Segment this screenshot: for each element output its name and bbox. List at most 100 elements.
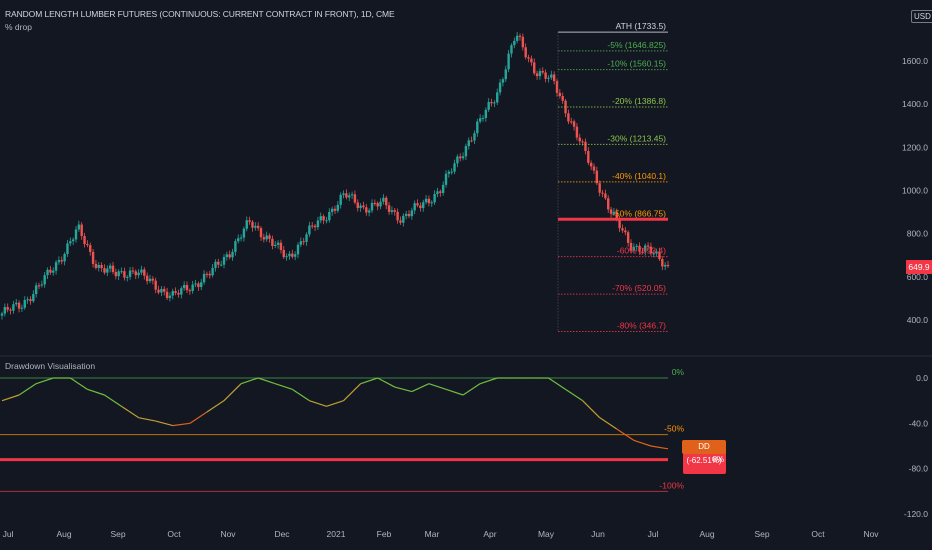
candle-body xyxy=(63,253,66,262)
candle-body xyxy=(222,257,226,265)
candle-body xyxy=(552,74,556,82)
drawdown-line-segment xyxy=(69,377,88,390)
candle-body xyxy=(202,273,206,283)
candle-body xyxy=(151,278,155,281)
candle-body xyxy=(325,220,328,222)
candle-body xyxy=(274,244,277,247)
drawdown-line-segment xyxy=(87,388,105,396)
candle-body xyxy=(111,265,115,272)
candle-body xyxy=(609,209,613,214)
candle-body xyxy=(239,237,243,239)
candle-body xyxy=(362,205,365,208)
x-tick-label: Aug xyxy=(56,529,71,539)
candle-body xyxy=(638,245,641,252)
candle-body xyxy=(177,292,180,295)
candle-body xyxy=(254,225,257,228)
candle-body xyxy=(607,198,610,210)
candle-body xyxy=(342,193,345,195)
candle-body xyxy=(140,269,143,273)
x-tick-label: Sep xyxy=(110,529,125,539)
candle-body xyxy=(399,220,402,223)
candle-body xyxy=(652,253,655,255)
candle-body xyxy=(666,264,670,267)
drop-level-label: -60% (693.4) xyxy=(617,246,666,256)
drawdown-line-segment xyxy=(377,377,396,388)
drawdown-line-segment xyxy=(479,377,498,385)
candle-body xyxy=(367,210,371,213)
candle-body xyxy=(157,289,160,293)
x-tick-label: Oct xyxy=(167,529,181,539)
x-tick-label: Sep xyxy=(754,529,769,539)
candle-body xyxy=(450,171,453,173)
candle-body xyxy=(339,194,342,205)
candle-body xyxy=(504,69,507,80)
drawdown-line-segment xyxy=(257,377,276,385)
candle-body xyxy=(621,228,624,231)
candle-body xyxy=(20,307,24,309)
candle-body xyxy=(180,288,183,295)
candle-body xyxy=(188,290,192,292)
candle-body xyxy=(26,299,29,301)
candle-body xyxy=(80,224,83,237)
drawdown-line-segment xyxy=(206,400,225,413)
candle-body xyxy=(117,271,120,277)
candle-body xyxy=(29,299,32,302)
candle-body xyxy=(77,224,81,230)
candle-body xyxy=(197,283,200,288)
candle-body xyxy=(348,195,351,198)
candle-body xyxy=(444,173,448,185)
candle-body xyxy=(108,265,112,269)
candle-body xyxy=(604,193,607,199)
candle-body xyxy=(194,283,197,285)
candle-body xyxy=(575,126,579,138)
candle-body xyxy=(0,313,4,316)
candle-body xyxy=(382,197,385,202)
candle-body xyxy=(350,194,354,196)
candle-body xyxy=(359,205,362,209)
candle-body xyxy=(467,140,470,147)
drawdown-level-label: 0% xyxy=(672,367,685,377)
candle-body xyxy=(521,36,525,48)
drop-level-label: -10% (1560.15) xyxy=(607,59,666,69)
candle-body xyxy=(544,72,547,79)
candle-body xyxy=(69,241,72,244)
candle-body xyxy=(430,202,433,204)
candle-body xyxy=(217,261,220,265)
drawdown-line-segment xyxy=(18,383,37,396)
drawdown-line-segment xyxy=(411,383,430,393)
candle-body xyxy=(572,121,576,127)
candle-body xyxy=(134,271,137,276)
candle-body xyxy=(225,254,229,258)
x-tick-label: Apr xyxy=(483,529,496,539)
candle-body xyxy=(564,100,567,114)
candle-body xyxy=(319,216,322,221)
currency-button[interactable]: USD xyxy=(911,10,932,23)
candle-body xyxy=(219,264,223,266)
candle-body xyxy=(49,269,52,273)
candle-body xyxy=(527,57,530,59)
chart-title: RANDOM LENGTH LUMBER FUTURES (CONTINUOUS… xyxy=(5,9,395,19)
candle-body xyxy=(595,170,599,184)
candle-body xyxy=(649,246,653,254)
candle-body xyxy=(541,71,544,73)
drawdown-label-badge: DD (-62.51%) xyxy=(682,440,726,465)
candle-body xyxy=(89,245,92,252)
candle-body xyxy=(313,225,317,228)
drawdown-line-segment xyxy=(565,388,583,402)
candle-body xyxy=(441,184,445,193)
candle-body xyxy=(345,193,348,198)
candle-body xyxy=(276,242,280,245)
candle-body xyxy=(592,166,596,171)
candle-body xyxy=(143,269,146,276)
candle-body xyxy=(52,270,55,273)
drawdown-line-segment xyxy=(582,400,601,419)
candle-body xyxy=(663,264,667,267)
candle-body xyxy=(644,245,647,252)
candle-body xyxy=(322,216,325,221)
candle-body xyxy=(211,267,214,276)
candle-body xyxy=(245,220,248,229)
candle-body xyxy=(370,202,374,211)
candle-body xyxy=(106,268,109,273)
x-tick-label: Aug xyxy=(699,529,714,539)
drawdown-line-segment xyxy=(548,377,566,390)
